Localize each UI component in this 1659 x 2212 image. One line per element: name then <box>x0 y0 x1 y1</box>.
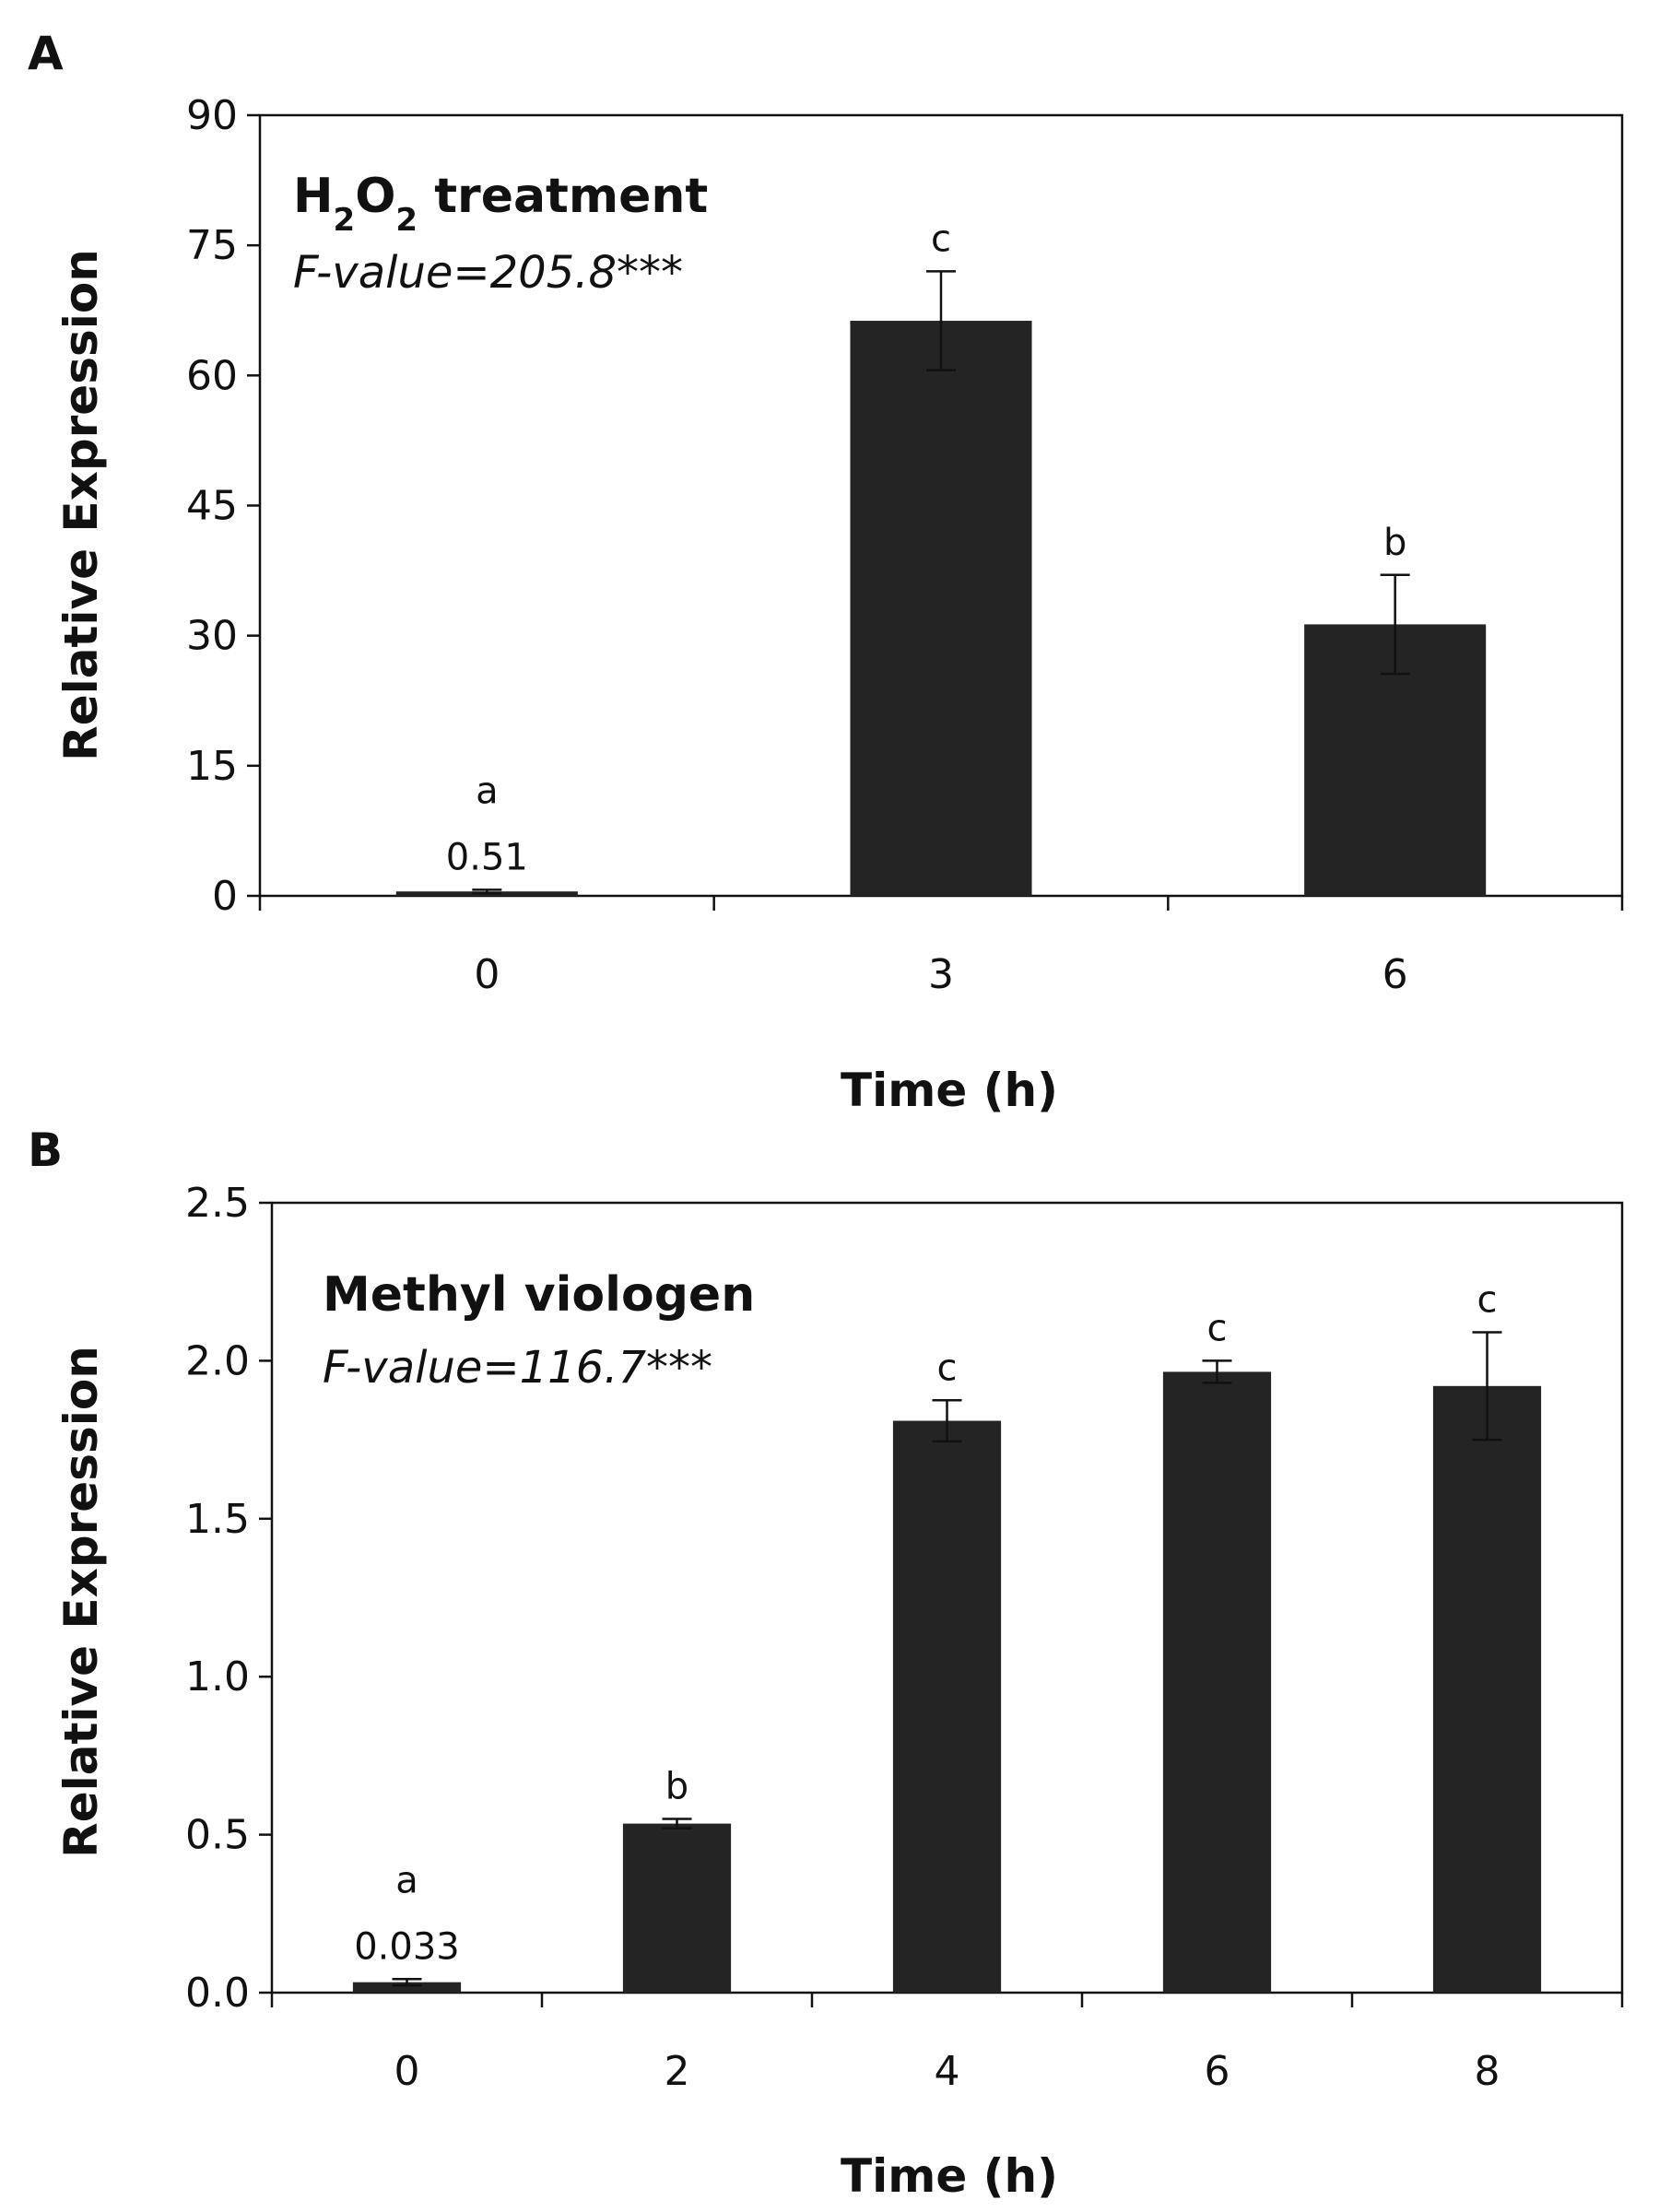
panel-a-x-axis-title: Time (h) <box>841 1064 1058 1117</box>
panel-b-significance-letter: a <box>395 1859 418 1901</box>
panel-a-plot: 0 15 30 45 60 75 90 0.51 a 0 c 3 b 6 <box>186 92 1624 998</box>
panel-a: A 0 15 30 45 60 75 90 0.51 a 0 c 3 b 6 H2O2 treatment… <box>28 27 1624 1117</box>
panel-b-significance-letter: c <box>937 1347 958 1389</box>
panel-a-y-tick-label: 45 <box>186 483 238 530</box>
panel-b-bar <box>892 1420 1002 1993</box>
panel-a-significance-letter: c <box>931 218 951 260</box>
panel-b-y-tick-label: 1.5 <box>185 1496 250 1543</box>
panel-a-letter: A <box>28 27 64 80</box>
panel-b-x-tick-label: 6 <box>1205 2048 1230 2095</box>
panel-b-bar <box>1432 1385 1542 1993</box>
panel-b-y-tick-label: 0.0 <box>185 1970 250 2017</box>
panel-a-bar <box>850 321 1032 896</box>
panel-b-bar <box>1162 1371 1272 1993</box>
panel-a-y-tick-label: 75 <box>186 222 238 269</box>
panel-a-y-tick-label: 15 <box>186 743 238 790</box>
panel-b-letter: B <box>28 1124 63 1177</box>
panel-a-significance-letter: b <box>1383 522 1406 564</box>
panel-a-value-label: 0.51 <box>446 836 528 878</box>
panel-b-significance-letter: c <box>1207 1307 1228 1349</box>
panel-a-title: H2O2 treatment <box>293 169 708 239</box>
panel-b-title: Methyl viologen <box>323 1267 755 1323</box>
panel-a-y-axis-title: Relative Expression <box>54 249 108 761</box>
panel-b-y-tick-label: 2.5 <box>185 1180 250 1227</box>
panel-b-y-tick-label: 1.0 <box>185 1653 250 1700</box>
panel-a-y-tick-label: 90 <box>186 92 238 139</box>
panel-b-y-tick-label: 2.0 <box>185 1337 250 1384</box>
panel-a-significance-letter: a <box>476 770 499 812</box>
panel-a-subtitle: F-value=205.8*** <box>293 247 683 299</box>
panel-b-x-tick-label: 4 <box>935 2048 960 2095</box>
panel-b-bar <box>622 1823 732 1993</box>
panel-a-x-tick-label: 0 <box>474 951 500 998</box>
panel-a-y-tick-label: 30 <box>186 613 238 660</box>
panel-b: B 0.0 0.5 1.0 1.5 2.0 2.5 0.033 a 0 b 2 c 4 c 6 c 8 Meth… <box>28 1124 1624 2203</box>
panel-b-y-axis-title: Relative Expression <box>54 1346 108 1858</box>
panel-b-significance-letter: c <box>1477 1279 1498 1322</box>
panel-b-bar <box>352 1982 462 1993</box>
panel-b-x-tick-label: 0 <box>394 2048 420 2095</box>
panel-b-x-tick-label: 2 <box>665 2048 690 2095</box>
panel-b-value-label: 0.033 <box>354 1925 460 1968</box>
panel-b-x-axis-title: Time (h) <box>841 2149 1058 2203</box>
panel-b-x-tick-label: 8 <box>1475 2048 1500 2095</box>
panel-b-significance-letter: b <box>665 1765 688 1807</box>
panel-b-plot: 0.0 0.5 1.0 1.5 2.0 2.5 0.033 a 0 b 2 c 4 c 6 c 8 <box>185 1180 1624 2095</box>
panel-a-x-tick-label: 3 <box>928 951 954 998</box>
panel-a-x-tick-label: 6 <box>1382 951 1408 998</box>
panel-a-y-tick-label: 60 <box>186 352 238 399</box>
panel-a-y-tick-label: 0 <box>212 873 238 920</box>
panel-b-y-tick-label: 0.5 <box>185 1812 250 1859</box>
panel-b-subtitle: F-value=116.7*** <box>323 1342 712 1394</box>
